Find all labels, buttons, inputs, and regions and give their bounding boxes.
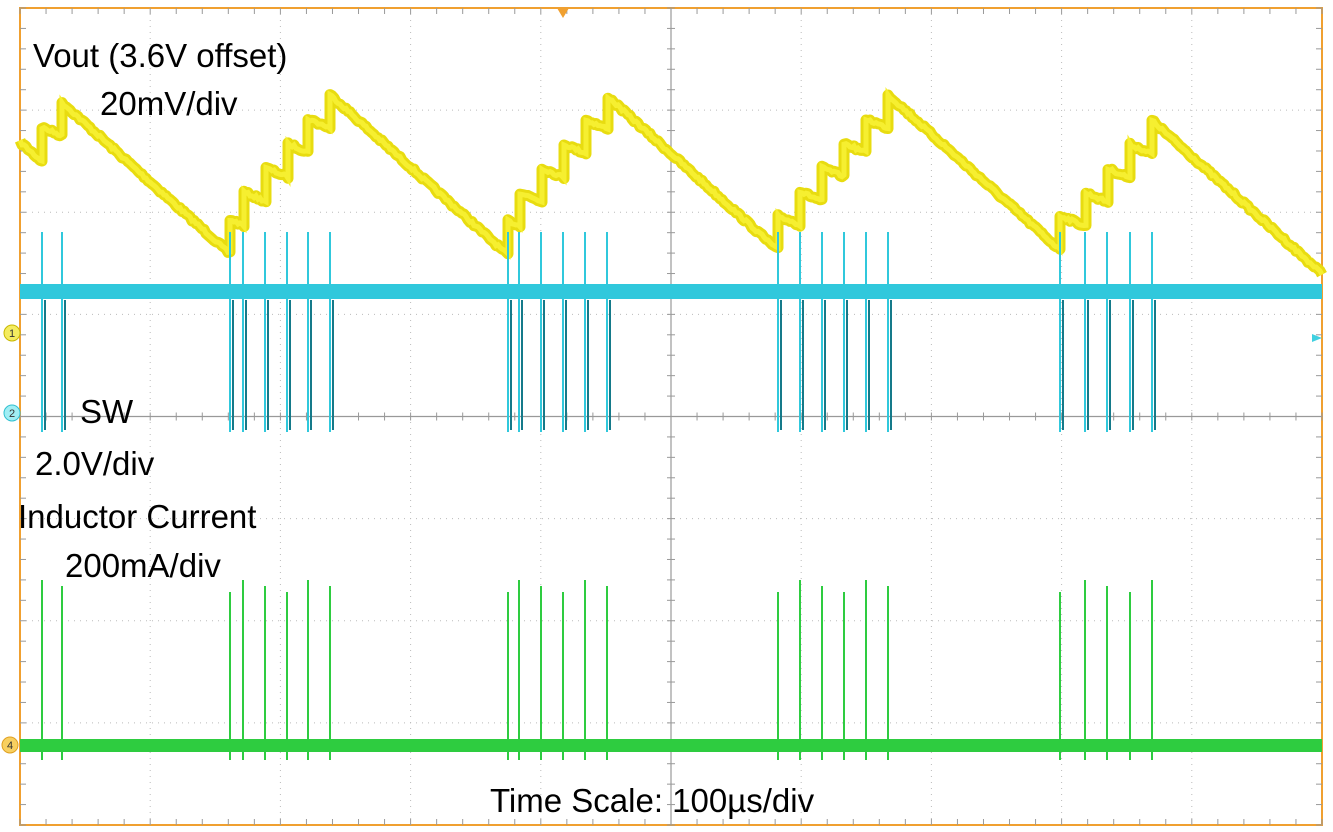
trigger-marker: [557, 8, 569, 18]
time-scale: Time Scale: 100µs/div: [490, 782, 815, 819]
ch1-marker: [3, 324, 21, 342]
sw-baseline: [20, 284, 1322, 299]
waveforms: [14, 86, 1327, 760]
il-baseline: [20, 739, 1322, 752]
labels: Vout (3.6V offset) 20mV/div SW 2.0V/div …: [18, 37, 815, 819]
ch1-marker-label: 1: [9, 328, 15, 340]
vout-trace-core: [17, 86, 1325, 276]
ch4-marker-label: 4: [7, 740, 13, 752]
il-label: Inductor Current: [18, 498, 256, 535]
sw-label: SW: [80, 393, 134, 430]
ch2-marker: [3, 404, 21, 422]
ch4-marker: [1, 736, 19, 754]
ch2-marker-label: 2: [9, 408, 15, 420]
vout-scale: 20mV/div: [100, 85, 238, 122]
channel-markers: 1 2 4: [1, 324, 21, 754]
sw-scale: 2.0V/div: [35, 445, 155, 482]
trigger-level-arrow: [1312, 334, 1322, 342]
vout-label: Vout (3.6V offset): [33, 37, 287, 74]
il-scale: 200mA/div: [65, 547, 221, 584]
